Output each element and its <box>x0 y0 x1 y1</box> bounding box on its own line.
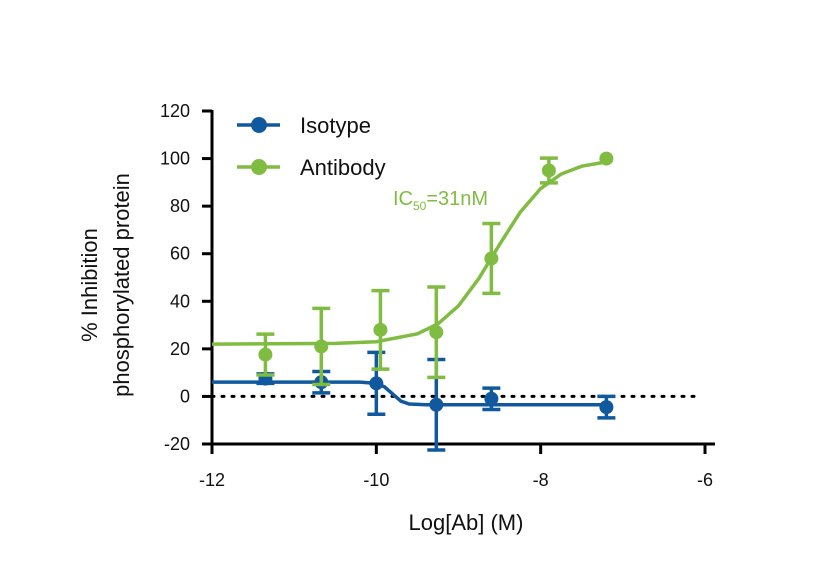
data-point <box>599 151 614 166</box>
y-tick-label: 120 <box>160 101 190 121</box>
legend-marker <box>251 117 267 133</box>
data-point <box>373 322 388 337</box>
y-tick-label: 0 <box>180 386 190 406</box>
y-tick-label: 40 <box>170 291 190 311</box>
x-tick-label: -12 <box>199 470 225 490</box>
fit-curve <box>212 380 607 407</box>
data-point <box>429 325 444 340</box>
data-point <box>369 376 384 391</box>
data-point <box>314 339 329 354</box>
x-tick-label: -10 <box>363 470 389 490</box>
annotation-part: IC <box>393 188 413 210</box>
annotation-sub: 50 <box>413 199 427 213</box>
data-point <box>429 397 444 412</box>
data-point <box>484 251 499 266</box>
y-axis-label: phosphorylated protein <box>109 173 134 397</box>
y-tick-label: -20 <box>164 434 190 454</box>
y-tick-label: 100 <box>160 149 190 169</box>
legend-label: Isotype <box>300 113 371 138</box>
x-tick-label: -8 <box>533 470 549 490</box>
data-point <box>484 391 499 406</box>
annotation-part: =31nM <box>426 188 488 210</box>
data-point <box>258 347 273 362</box>
annotation: IC50=31nM <box>393 188 488 213</box>
x-axis-label: Log[Ab] (M) <box>409 510 524 535</box>
legend-marker <box>251 159 267 175</box>
y-tick-label: 60 <box>170 244 190 264</box>
legend-label: Antibody <box>300 155 386 180</box>
y-tick-label: 80 <box>170 196 190 216</box>
y-tick-label: 20 <box>170 339 190 359</box>
data-point <box>599 400 614 415</box>
y-axis-label: % Inhibition <box>77 228 102 342</box>
fit-curve <box>211 160 607 346</box>
data-point <box>541 163 556 178</box>
x-tick-label: -6 <box>697 470 713 490</box>
